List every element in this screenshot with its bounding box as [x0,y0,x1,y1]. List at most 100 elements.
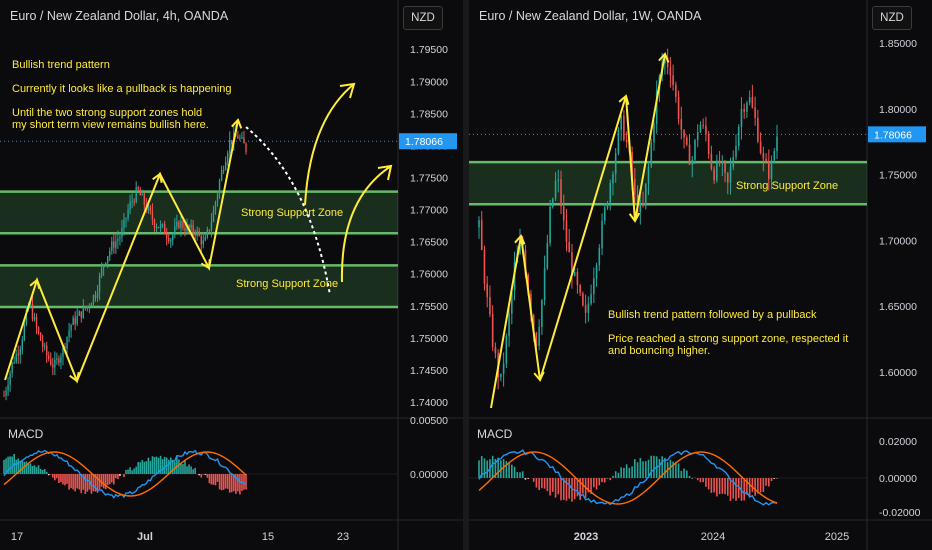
candle-body [198,231,200,236]
candle-body [163,224,166,235]
candle-body [68,330,70,338]
pattern-arrowhead [200,258,211,270]
macd-histogram-bar [123,474,125,478]
candle-body [98,275,101,292]
candle-body [505,336,508,364]
pattern-arrowhead [152,172,163,184]
macd-histogram-bar [224,474,227,489]
y-tick-label: 1.75000 [879,170,917,182]
candle-body [590,294,592,304]
right-chart-panel[interactable]: 1.85000 1.80000 1.75000 1.70000 1.65000 1.600… [469,0,932,550]
candle-body [614,153,617,175]
macd-histogram-bar [39,468,42,474]
macd-histogram-bar [497,457,499,478]
macd-histogram-bar [661,456,663,478]
candle-body [7,384,9,391]
macd-histogram-bar [239,474,241,495]
candle-body [612,174,614,184]
macd-histogram-bar [86,474,89,492]
macd-histogram-bar [620,467,622,478]
macd-histogram-bar [571,478,573,502]
macd-histogram-bar [220,474,223,491]
candle-body [84,306,87,309]
candle-body [62,346,64,357]
candle-body [770,160,773,179]
candle-body [694,140,696,160]
macd-histogram-bar [235,474,237,494]
macd-tick-label: 0.00000 [879,473,917,485]
macd-histogram-bar [642,461,644,478]
candle-body [713,168,715,181]
macd-histogram-bar [486,460,489,478]
candle-body [726,172,729,183]
macd-histogram-bar [230,474,233,493]
candle-body [23,324,26,340]
candle-body [109,250,111,257]
macd-histogram-bar [25,461,28,474]
right-note-2: Price reached a strong support zone, res… [608,333,849,345]
macd-histogram-bar [54,474,56,481]
candle-body [78,311,80,316]
macd-histogram-bar [603,478,606,483]
candle-body [483,250,486,284]
macd-histogram-bar [658,459,661,478]
y-tick-label: 1.85000 [879,38,917,50]
macd-histogram-bar [721,478,724,494]
left-chart-canvas[interactable]: 1.795001.790001.785001.780001.775001.770… [0,0,463,550]
candle-body [776,136,778,152]
left-chart-panel[interactable]: 1.795001.790001.785001.780001.775001.770… [0,0,463,550]
projection-arrow-2 [340,165,392,283]
macd-histogram-bar [705,478,707,487]
candle-body [125,217,127,219]
candle-body [176,221,178,227]
macd-histogram-bar [664,457,666,478]
macd-histogram-bar [502,459,505,478]
candle-body [107,256,109,263]
macd-histogram-bar [117,474,119,480]
macd-histogram-bar [587,478,590,493]
macd-histogram-bar [218,474,221,490]
candle-body [675,85,677,97]
macd-histogram-bar [171,459,174,474]
macd-histogram-bar [740,478,743,501]
macd-histogram-bar [113,474,115,485]
right-chart-canvas[interactable]: 1.85000 1.80000 1.75000 1.70000 1.65000 1.600… [469,0,932,550]
macd-histogram-bar [480,456,483,478]
candle-body [721,161,724,164]
pattern-arrowhead [658,52,670,63]
macd-histogram-bar [245,474,247,490]
macd-histogram-bar [214,474,217,486]
left-zone-label-2: Strong Support Zone [236,278,339,290]
macd-tick-label: -0.02000 [879,507,921,519]
candle-body [231,139,233,145]
candle-body [202,240,204,245]
macd-histogram-bar [696,478,699,481]
macd-histogram-bar [650,455,653,478]
candle-body [180,221,182,228]
candle-body [511,290,513,314]
candle-body [239,137,241,139]
candle-body [76,315,78,324]
left-currency-button[interactable]: NZD [403,6,443,30]
macd-histogram-bar [204,474,207,475]
candle-body [149,206,152,212]
candle-body [37,327,40,333]
right-chart-title: Euro / New Zealand Dollar, 1W, OANDA [479,9,702,23]
candle-body [688,144,691,165]
macd-histogram-bar [216,474,219,482]
candle-body [127,209,129,218]
candle-body [151,211,154,220]
candle-body [46,345,48,356]
right-note-1: Bullish trend pattern followed by a pull… [608,309,817,321]
candle-body [222,169,225,171]
macd-histogram-bar [212,474,215,485]
macd-histogram-bar [23,461,26,474]
right-currency-button[interactable]: NZD [872,6,912,30]
macd-histogram-bar [628,467,631,478]
panel-divider[interactable] [463,0,469,550]
pattern-arrowhead [231,118,243,129]
macd-histogram-bar [41,469,44,474]
macd-histogram-bar [527,478,530,479]
macd-histogram-bar [505,461,508,478]
candle-body [70,324,72,331]
